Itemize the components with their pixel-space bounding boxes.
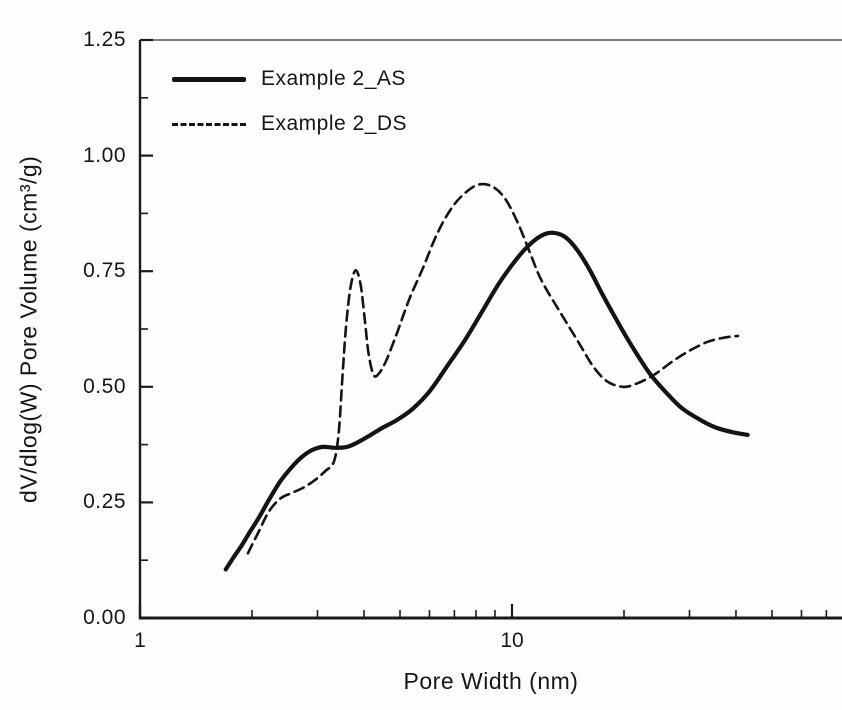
- legend: Example 2_AS Example 2_DS: [172, 65, 407, 138]
- legend-solid-line-sample: [172, 76, 246, 82]
- y-axis-title: dV/dlog(W) Pore Volume (cm³/g): [15, 155, 42, 503]
- series-line-example-2-ds: [246, 182, 740, 555]
- legend-item-example-2-ds: Example 2_DS: [172, 110, 407, 138]
- y-tick-label: 0.50: [83, 374, 126, 398]
- x-tick-label: 1: [134, 629, 146, 652]
- y-tick-label: 0.25: [83, 490, 126, 514]
- y-tick-label: 1.00: [83, 143, 126, 167]
- legend-label-example-2-ds: Example 2_DS: [261, 112, 408, 135]
- x-tick-label: 10: [500, 629, 524, 652]
- legend-label-example-2-as: Example 2_AS: [261, 67, 406, 90]
- legend-dashed-line-sample: [172, 122, 246, 126]
- x-axis-title: Pore Width (nm): [403, 668, 579, 694]
- series-line-example-2-as: [223, 230, 750, 572]
- y-tick-label: 1.25: [83, 28, 126, 51]
- legend-item-example-2-as: Example 2_AS: [172, 65, 407, 93]
- y-tick-label: 0.75: [83, 259, 126, 283]
- y-tick-label: 0.00: [83, 606, 126, 629]
